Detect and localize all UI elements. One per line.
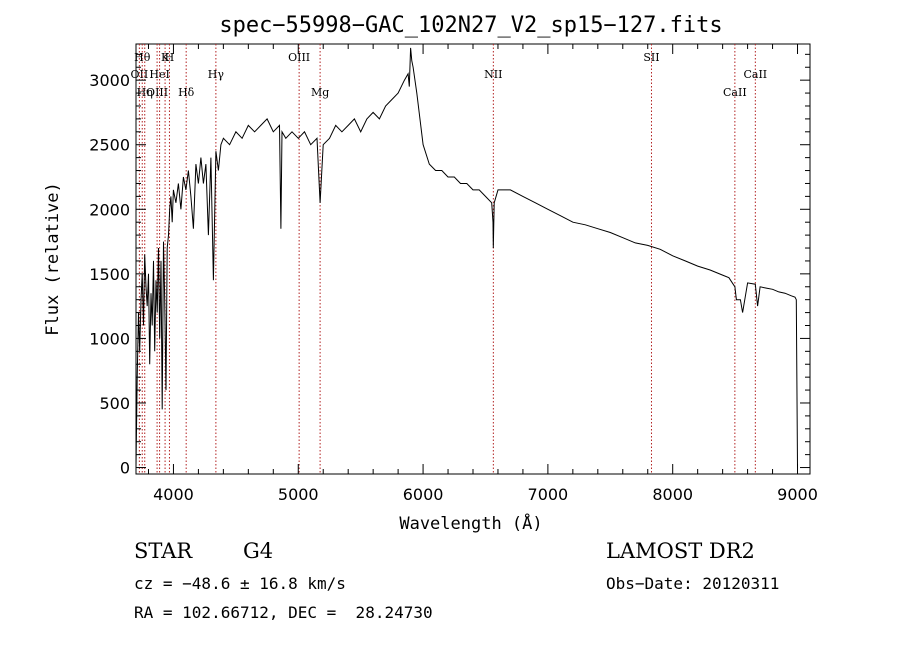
reference-line-label: OIII [288, 51, 310, 64]
reference-line-label: Hθ [134, 51, 151, 64]
axis-ticks: 4000 5000 6000 7000 8000 9000 0 500 1000 1500 2000… [89, 44, 818, 504]
y-tick-label: 500 [99, 394, 130, 413]
reference-line-label: SII [643, 51, 659, 64]
reference-line-label: Hδ [178, 86, 195, 99]
x-tick-label: 4000 [153, 485, 194, 504]
y-tick-label: 2000 [89, 200, 130, 219]
reference-line-label: OIII [146, 86, 168, 99]
observation-date: Obs−Date: 20120311 [606, 574, 780, 593]
x-tick-label: 6000 [403, 485, 444, 504]
reference-line-label: CaII [743, 68, 767, 81]
redshift-cz: cz = −48.6 ± 16.8 km/s [134, 574, 346, 593]
x-tick-label: 5000 [278, 485, 319, 504]
y-tick-label: 1500 [89, 265, 130, 284]
reference-line-label: Hγ [208, 68, 225, 81]
plot-frame [135, 43, 811, 475]
y-tick-label: 3000 [89, 71, 130, 90]
spectrum-line [135, 47, 798, 468]
reference-line-label: H [165, 51, 175, 64]
coordinates: RA = 102.66712, DEC = 28.24730 [134, 603, 433, 622]
object-class: STAR [134, 539, 193, 563]
x-tick-label: 7000 [528, 485, 569, 504]
reference-line-label: NII [484, 68, 502, 81]
reference-line-label: K [161, 51, 170, 64]
x-axis-label: Wavelength (Å) [399, 512, 542, 534]
reference-line-label: CaII [723, 86, 747, 99]
y-tick-label: 2500 [89, 136, 130, 155]
object-subclass: G4 [243, 539, 274, 563]
reference-line-label: HeI [149, 68, 169, 81]
reference-line-label: Hη [137, 86, 153, 99]
chart-title: spec−55998−GAC_102N27_V2_sp15−127.fits [219, 13, 722, 38]
y-tick-label: 1000 [89, 329, 130, 348]
x-tick-label: 9000 [777, 485, 818, 504]
y-axis-label: Flux (relative) [43, 182, 63, 336]
y-tick-label: 0 [120, 459, 130, 478]
survey-name: LAMOST DR2 [606, 539, 755, 563]
reference-line-label: Mg [311, 86, 329, 99]
reference-line-label: OII [131, 68, 149, 81]
x-tick-label: 8000 [652, 485, 693, 504]
